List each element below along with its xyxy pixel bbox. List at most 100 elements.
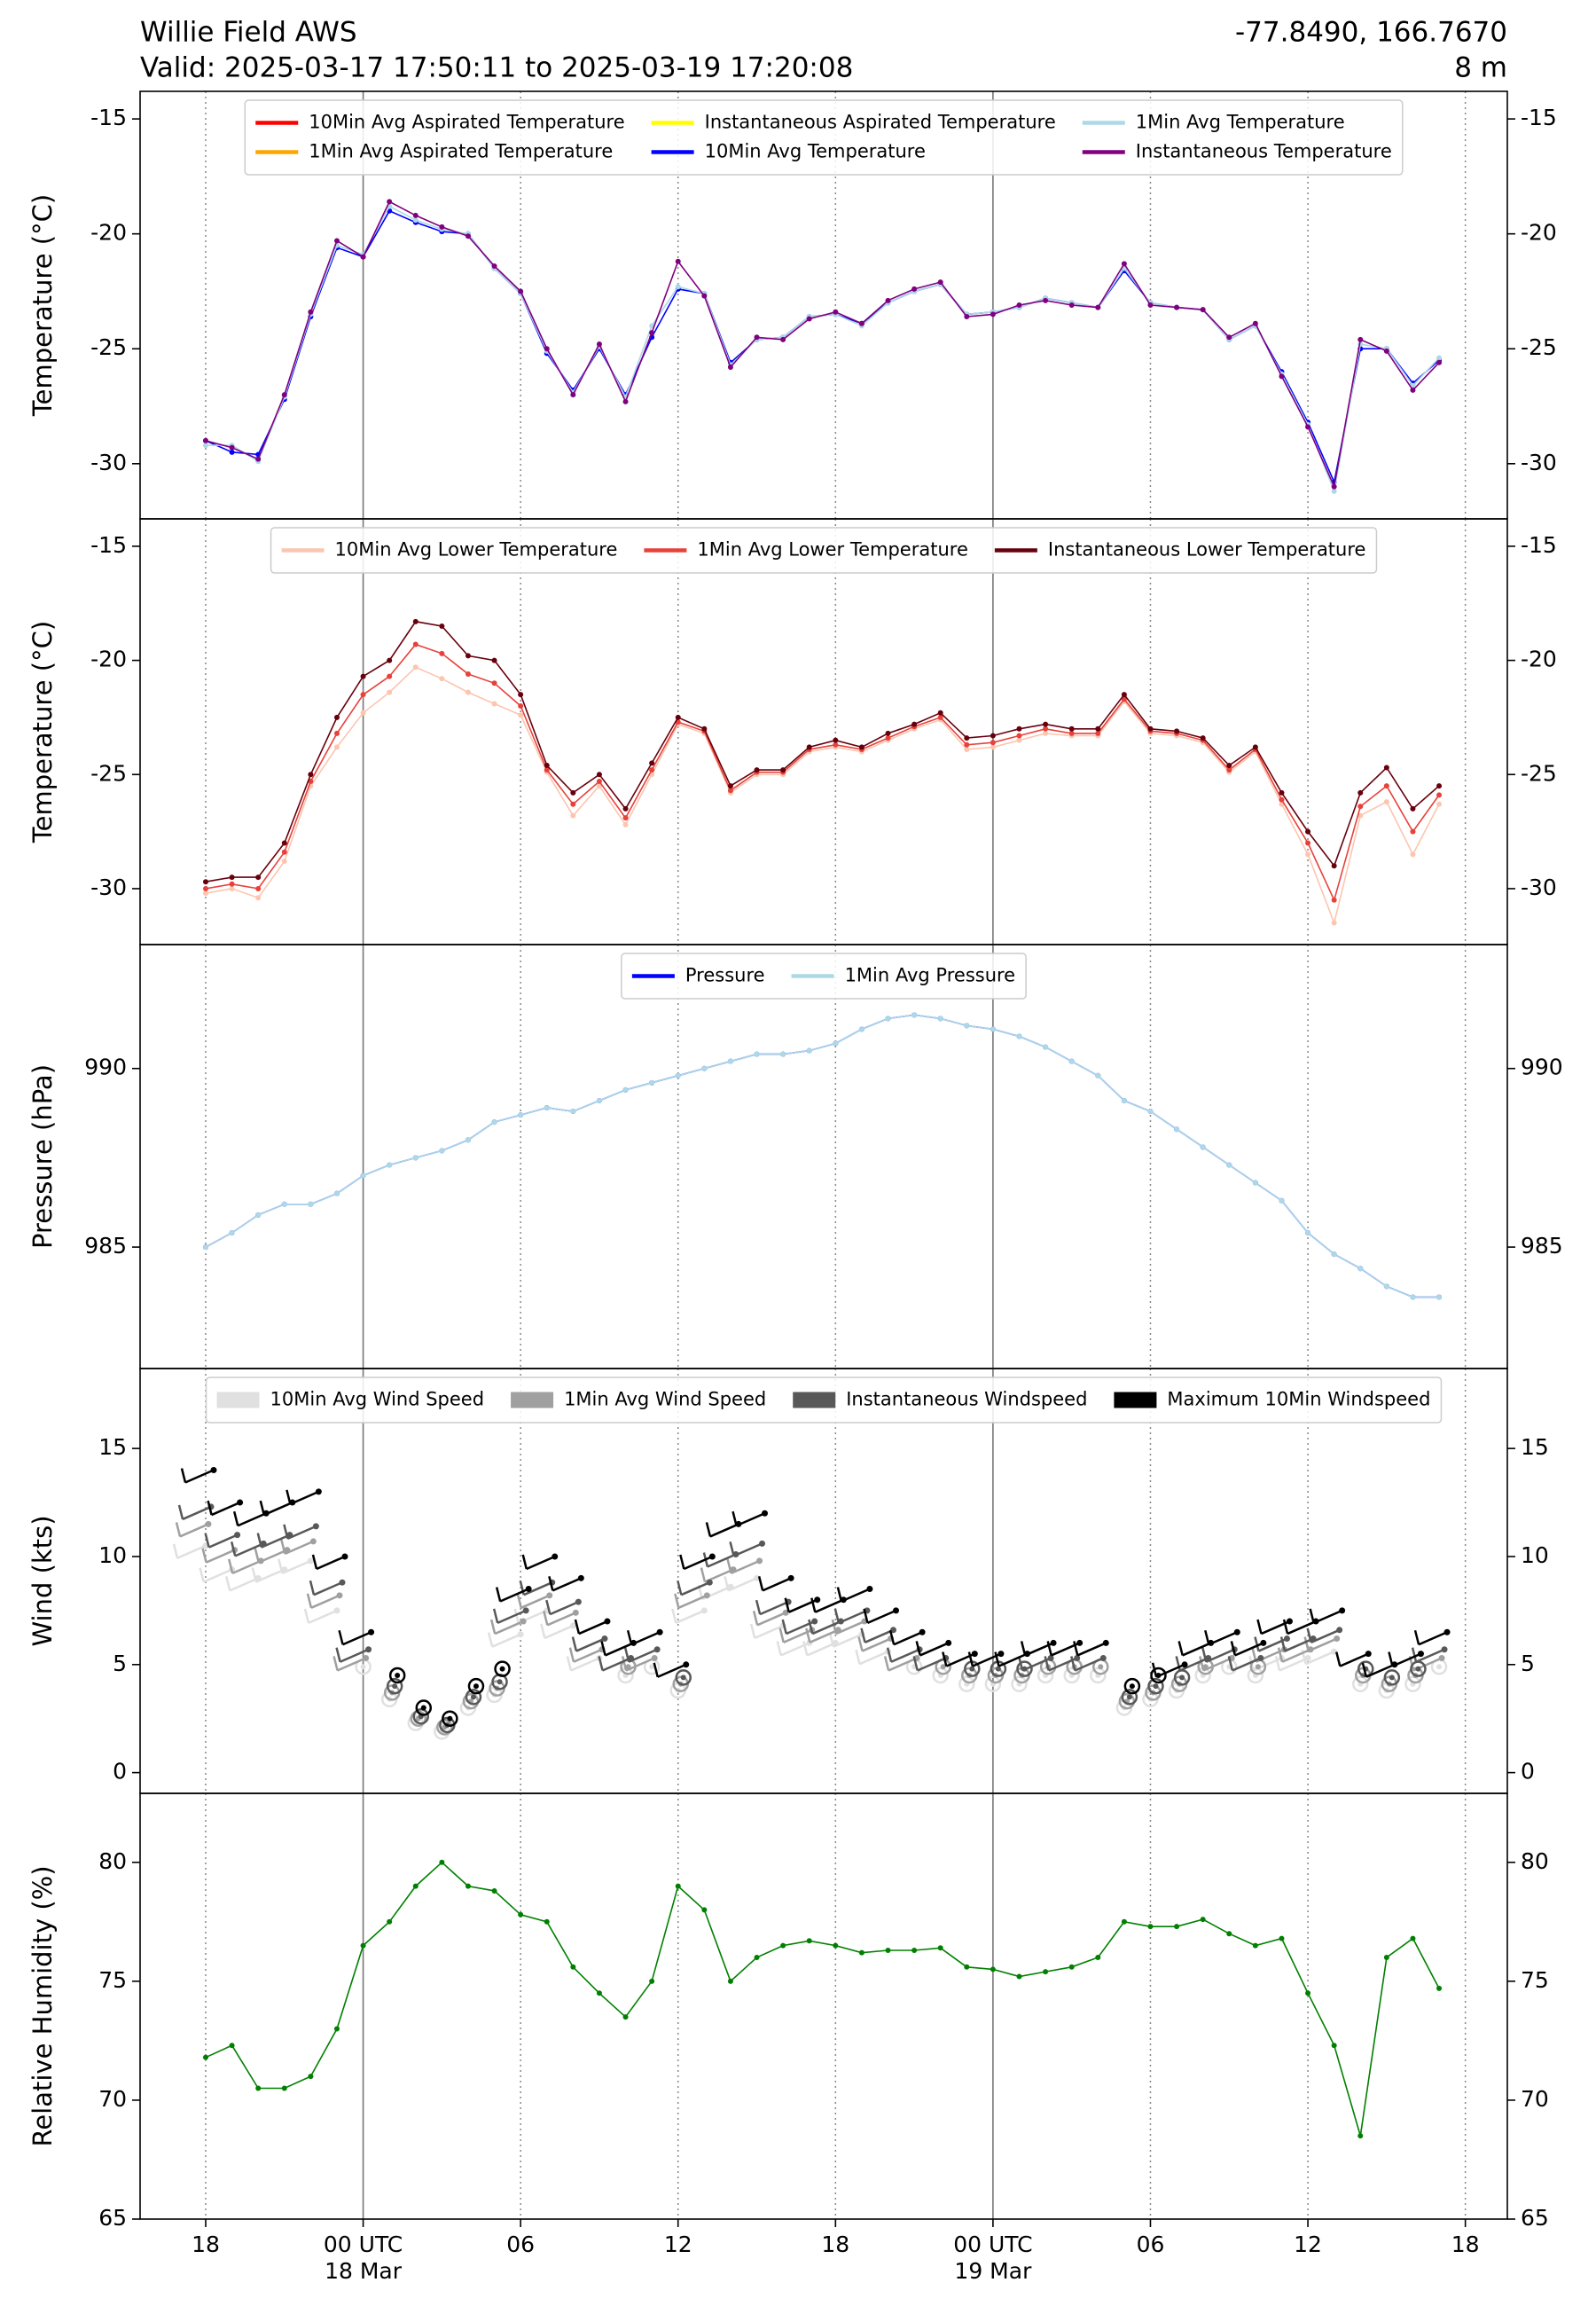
barb-staff — [263, 1501, 293, 1517]
data-point — [412, 618, 419, 624]
wind-barb — [521, 1553, 559, 1571]
legend-label: 1Min Avg Pressure — [845, 965, 1016, 986]
wind-barb — [1227, 1654, 1264, 1672]
data-point — [544, 1105, 550, 1111]
data-point — [964, 1023, 970, 1029]
data-point — [1305, 828, 1311, 835]
data-point — [333, 730, 340, 736]
x-tick-label: 00 UTC — [953, 2231, 1032, 2257]
wind-barb — [489, 1618, 527, 1635]
calm-dot — [447, 1715, 453, 1722]
wind-barb — [1230, 1639, 1267, 1657]
y-tick-label: 70 — [1521, 2086, 1549, 2112]
x-tick-label: 12 — [664, 2231, 692, 2257]
series-line — [205, 1861, 1440, 2137]
y-tick-label: -20 — [1521, 647, 1557, 672]
barb-flag — [1177, 1641, 1184, 1656]
barb-flag — [1204, 1629, 1210, 1645]
barb-dot — [651, 1654, 658, 1661]
data-point — [1147, 1924, 1154, 1930]
data-point — [229, 449, 235, 455]
barb-dot — [368, 1628, 375, 1635]
data-point — [727, 1058, 733, 1064]
barb-staff — [890, 1648, 920, 1663]
barb-dot — [1339, 1607, 1346, 1614]
barb-staff — [1365, 1663, 1396, 1678]
data-point — [1016, 737, 1022, 743]
data-point — [491, 263, 497, 269]
series-line — [205, 1014, 1439, 1298]
barb-dot — [919, 1628, 926, 1635]
data-point — [1436, 355, 1443, 361]
legend-label: 10Min Avg Aspirated Temperature — [309, 112, 624, 133]
wind-barb — [1404, 1675, 1421, 1692]
data-point — [333, 238, 340, 244]
barb-dot — [1334, 1635, 1341, 1643]
barb-staff — [1205, 1648, 1235, 1663]
calm-dot — [1389, 1675, 1395, 1681]
barb-dot — [762, 1510, 769, 1517]
elevation: 8 m — [1454, 52, 1507, 84]
x-tick-label: 18 — [1451, 2231, 1480, 2257]
data-point — [911, 286, 918, 292]
barb-staff — [1305, 1651, 1335, 1666]
wind-barb — [883, 1654, 920, 1672]
barb-flag — [1151, 1662, 1158, 1678]
y-tick-label: 65 — [98, 2205, 127, 2231]
data-point — [911, 1012, 918, 1018]
data-point — [964, 313, 970, 319]
barb-flag — [232, 1510, 239, 1526]
data-point — [649, 330, 655, 336]
barb-staff — [1208, 1631, 1238, 1646]
barb-flag — [204, 1533, 210, 1548]
calm-ring — [415, 1699, 433, 1716]
barb-dot — [1417, 1651, 1424, 1658]
barb-staff — [286, 1525, 317, 1541]
data-point — [780, 1051, 786, 1057]
calm-ring — [1090, 1667, 1107, 1684]
barb-flag — [540, 1623, 546, 1639]
wind-barb — [303, 1607, 340, 1625]
data-point — [202, 890, 208, 897]
wind-barb — [1204, 1628, 1240, 1646]
data-point — [1174, 1126, 1180, 1133]
data-point — [1305, 851, 1311, 858]
data-point — [281, 840, 287, 846]
data-point — [937, 714, 943, 720]
barb-staff — [838, 1609, 868, 1625]
data-point — [518, 1911, 524, 1918]
data-point — [622, 1086, 629, 1093]
barb-staff — [184, 1469, 215, 1484]
y-tick-label: -15 — [90, 532, 127, 558]
data-point — [1147, 726, 1154, 732]
wind-barb — [309, 1579, 346, 1596]
calm-dot — [969, 1666, 975, 1672]
barb-staff — [570, 1657, 600, 1672]
data-point — [333, 1190, 340, 1196]
data-point — [1226, 762, 1232, 768]
barb-dot — [1233, 1628, 1240, 1635]
y-tick-label: 70 — [98, 2086, 127, 2112]
x-tick-label: 12 — [1294, 2231, 1322, 2257]
y-tick-label: 990 — [84, 1055, 127, 1080]
barb-flag — [519, 1580, 525, 1596]
data-point — [1331, 863, 1337, 869]
data-point — [255, 895, 262, 901]
data-point — [333, 744, 340, 750]
calm-dot — [680, 1675, 686, 1681]
data-point — [412, 664, 419, 671]
wind-barb — [280, 1538, 317, 1556]
barb-flag — [915, 1641, 921, 1656]
data-point — [806, 1938, 812, 1944]
calm-ring — [494, 1660, 511, 1677]
data-point — [465, 671, 471, 678]
wind-barb — [335, 1646, 372, 1663]
data-point — [412, 1883, 419, 1889]
data-point — [1147, 302, 1154, 308]
data-point — [1436, 801, 1443, 807]
data-point — [1043, 726, 1049, 732]
wind-barb — [860, 1627, 897, 1643]
barb-flag — [883, 1656, 890, 1671]
y-tick-label: 10 — [98, 1542, 127, 1568]
data-point — [937, 710, 943, 716]
